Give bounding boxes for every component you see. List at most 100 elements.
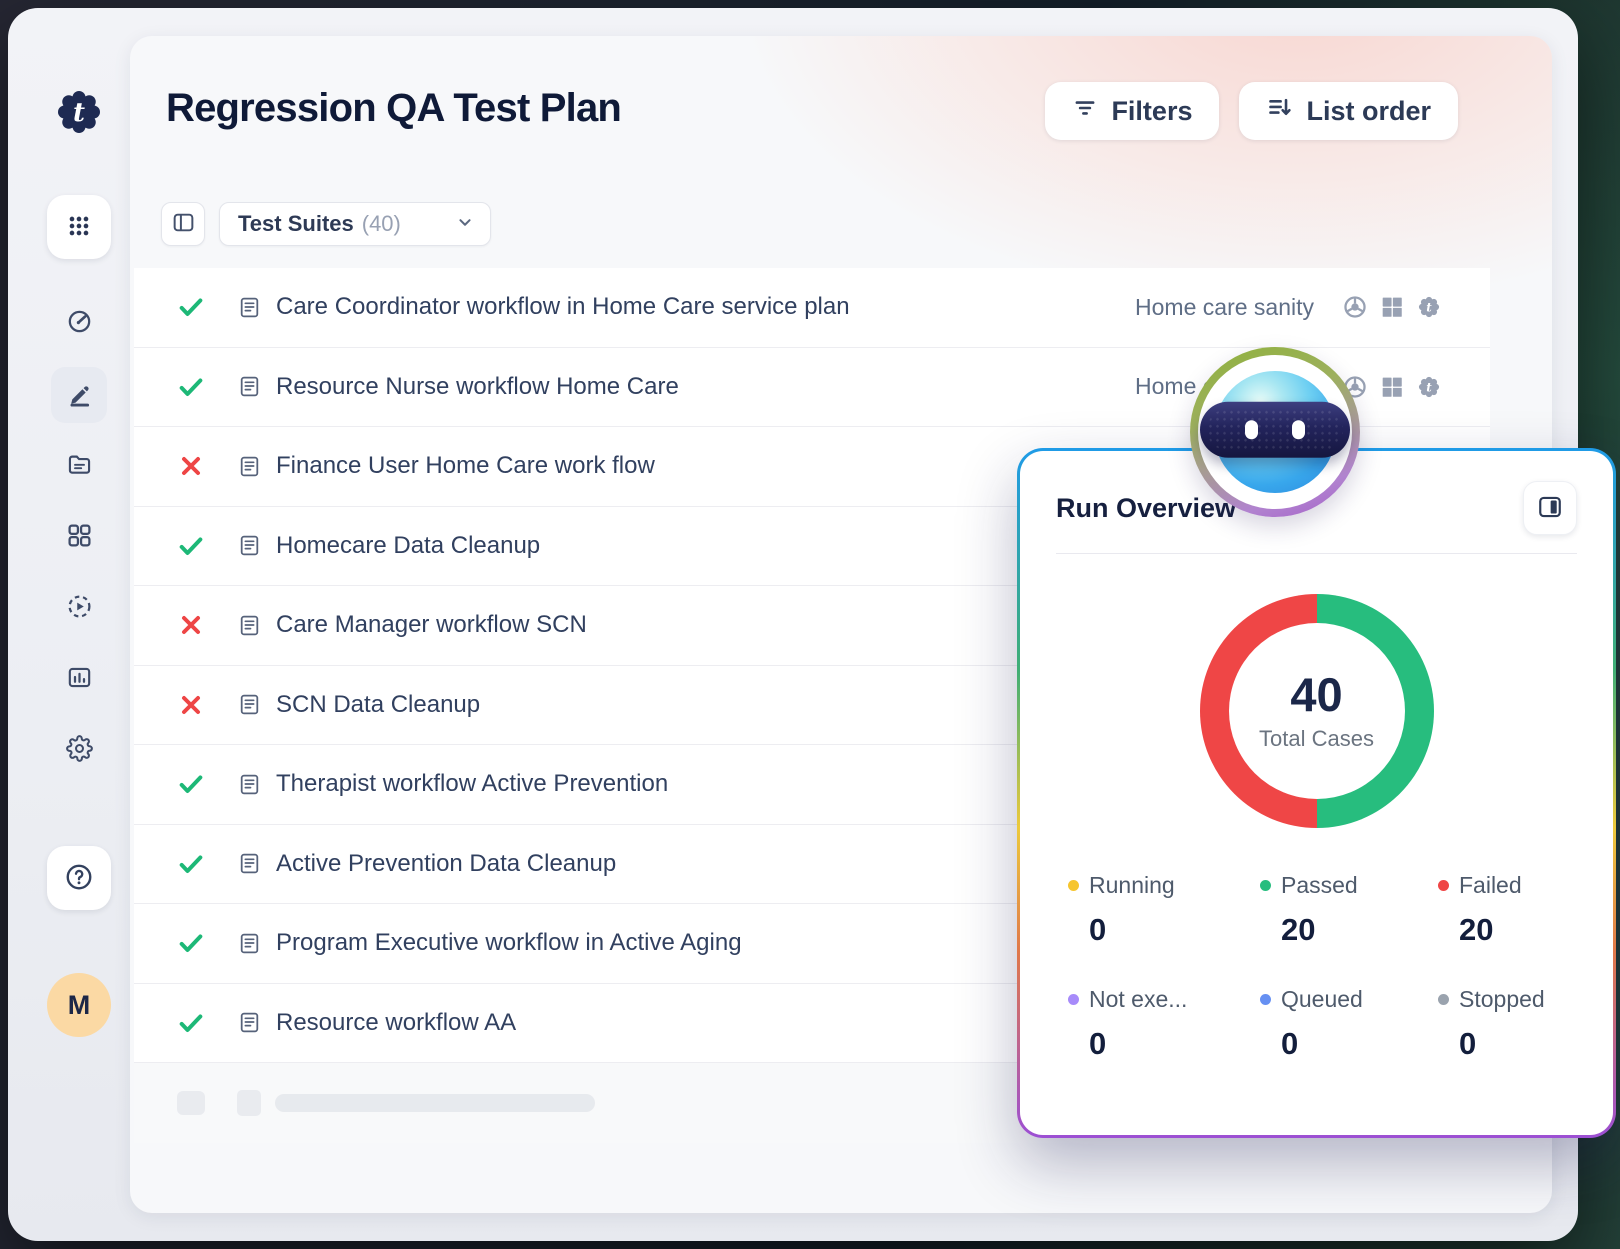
windows-icon xyxy=(1382,377,1402,397)
check-icon xyxy=(179,537,203,555)
status-label: Stopped xyxy=(1459,986,1545,1012)
sidebar-item-reports[interactable] xyxy=(51,651,107,707)
user-avatar[interactable]: M xyxy=(47,973,111,1037)
settings-gear-icon xyxy=(65,735,93,765)
status-stat: Queued 0 xyxy=(1260,986,1438,1062)
suite-name: Resource workflow AA xyxy=(276,1008,517,1036)
x-icon xyxy=(182,616,200,635)
status-label: Failed xyxy=(1459,872,1522,898)
status-stat: Not exe... 0 xyxy=(1068,986,1260,1062)
results-donut-chart: 40 Total Cases xyxy=(1199,594,1434,828)
apps-grid-icon xyxy=(65,212,93,243)
status-icon xyxy=(177,373,205,401)
status-icon xyxy=(177,293,205,321)
filters-button[interactable]: Filters xyxy=(1045,82,1220,140)
sort-descending-icon xyxy=(1266,94,1293,128)
total-cases-label: Total Cases xyxy=(1259,725,1374,751)
status-value: 20 xyxy=(1281,912,1316,947)
platform-icons: t xyxy=(1342,294,1442,320)
windows-icon xyxy=(1382,297,1402,317)
run-overview-title: Run Overview xyxy=(1056,492,1237,523)
x-icon xyxy=(182,457,200,476)
suite-name: Care Coordinator workflow in Home Care s… xyxy=(276,293,850,321)
document-icon xyxy=(237,692,262,717)
run-play-icon xyxy=(66,593,93,623)
sidebar-item-apps[interactable] xyxy=(47,195,111,259)
status-value: 0 xyxy=(1281,1026,1299,1061)
suite-name: Care Manager workflow SCN xyxy=(276,611,587,639)
run-overview-header: Run Overview xyxy=(1056,451,1577,535)
status-icon xyxy=(177,452,205,480)
testsigma-gear-icon: t xyxy=(1418,376,1440,397)
status-dot xyxy=(1438,994,1449,1005)
status-label: Passed xyxy=(1281,872,1358,898)
document-icon xyxy=(237,295,262,320)
svg-text:t: t xyxy=(1426,380,1432,394)
document-icon xyxy=(237,374,262,399)
list-order-button[interactable]: List order xyxy=(1239,82,1458,140)
bot-eye-left xyxy=(1245,420,1258,440)
sidebar-item-dashboard[interactable] xyxy=(51,295,107,351)
collapse-panel-icon xyxy=(171,210,196,238)
status-label: Not exe... xyxy=(1089,986,1188,1012)
sidebar-item-test-development[interactable] xyxy=(51,367,107,423)
suite-name: Resource Nurse workflow Home Care xyxy=(276,372,679,400)
testsigma-gear-icon: t xyxy=(1418,297,1440,318)
list-toolbar: Test Suites (40) xyxy=(161,202,491,246)
document-icon xyxy=(237,931,262,956)
document-icon xyxy=(237,851,262,876)
sidebar-item-test-suites[interactable] xyxy=(51,509,107,565)
chevron-down-icon xyxy=(454,211,476,238)
sidebar-item-runs[interactable] xyxy=(51,580,107,636)
page-title: Regression QA Test Plan xyxy=(166,86,622,130)
status-icon xyxy=(177,850,205,878)
suites-label: Test Suites xyxy=(238,211,354,236)
bot-eye-right xyxy=(1292,420,1305,440)
status-icon xyxy=(177,532,205,560)
list-order-label: List order xyxy=(1306,95,1431,126)
help-icon xyxy=(64,862,94,895)
panel-toggle-button[interactable] xyxy=(1523,481,1577,535)
collapse-panel-button[interactable] xyxy=(161,202,205,246)
status-dot xyxy=(1068,994,1079,1005)
document-icon xyxy=(237,454,262,479)
status-stat: Passed 20 xyxy=(1260,872,1438,948)
sidebar-item-elements[interactable] xyxy=(51,438,107,494)
bot-avatar[interactable] xyxy=(1190,347,1360,517)
status-icon xyxy=(177,929,205,957)
status-value: 0 xyxy=(1089,1026,1107,1061)
check-icon xyxy=(179,934,203,953)
avatar-initial: M xyxy=(67,989,91,1020)
status-dot xyxy=(1260,994,1271,1005)
chrome-icon xyxy=(1344,296,1366,318)
document-icon xyxy=(237,613,262,638)
bot-avatar-ring xyxy=(1198,355,1352,509)
svg-text:t: t xyxy=(1426,301,1432,315)
sidebar-item-settings[interactable] xyxy=(51,722,107,778)
test-suites-dropdown[interactable]: Test Suites (40) xyxy=(219,202,491,246)
machine-label: Home care sanity xyxy=(1135,293,1314,320)
status-label: Queued xyxy=(1281,986,1363,1012)
bot-visor xyxy=(1200,401,1350,458)
status-legend: Running 0 Passed 20 Failed 20 Not exe...… xyxy=(1056,872,1577,1062)
reports-chart-icon xyxy=(66,664,93,694)
folder-icon xyxy=(66,451,93,481)
document-icon xyxy=(237,1010,262,1035)
suite-name: SCN Data Cleanup xyxy=(276,690,481,718)
header-actions: Filters List order xyxy=(1045,82,1458,140)
test-suite-row[interactable]: Care Coordinator workflow in Home Care s… xyxy=(134,268,1490,348)
blocks-grid-icon xyxy=(66,522,93,552)
panel-right-icon xyxy=(1537,494,1563,523)
status-value: 0 xyxy=(1089,912,1107,947)
pencil-icon xyxy=(66,380,93,410)
status-dot xyxy=(1438,880,1449,891)
check-icon xyxy=(179,1014,203,1032)
total-cases-value: 40 xyxy=(1290,668,1343,722)
sidebar-item-help[interactable] xyxy=(47,846,111,910)
testsigma-logo: t xyxy=(51,84,107,140)
filter-icon xyxy=(1072,95,1098,128)
gear-seal-shape xyxy=(58,91,100,133)
filters-label: Filters xyxy=(1111,95,1193,126)
platform-icons: t xyxy=(1342,374,1442,400)
status-value: 0 xyxy=(1459,1026,1477,1061)
